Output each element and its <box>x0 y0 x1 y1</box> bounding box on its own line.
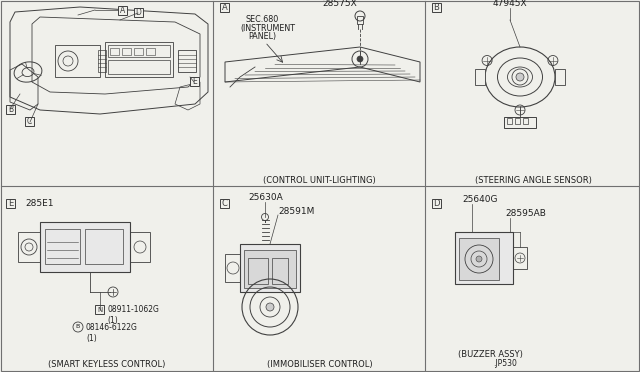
Text: C: C <box>27 117 32 126</box>
Circle shape <box>516 73 524 81</box>
Text: B: B <box>8 105 13 114</box>
Text: (CONTROL UNIT-LIGHTING): (CONTROL UNIT-LIGHTING) <box>262 176 376 186</box>
Bar <box>244 250 296 288</box>
Text: (1): (1) <box>86 334 97 343</box>
Text: A: A <box>221 3 227 12</box>
Text: B: B <box>433 3 440 12</box>
Bar <box>515 118 520 124</box>
Text: (STEERING ANGLE SENSOR): (STEERING ANGLE SENSOR) <box>475 176 591 186</box>
Circle shape <box>357 56 363 62</box>
Bar <box>105 42 173 77</box>
Bar <box>134 8 143 17</box>
Circle shape <box>266 303 274 311</box>
Bar <box>85 229 123 264</box>
Text: (BUZZER ASSY): (BUZZER ASSY) <box>458 350 522 359</box>
Bar <box>122 48 131 55</box>
Text: 285E1: 285E1 <box>25 199 54 208</box>
Bar <box>455 232 513 284</box>
Bar <box>55 45 100 77</box>
Text: N: N <box>97 307 102 312</box>
Text: SEC.680: SEC.680 <box>245 16 278 25</box>
Text: C: C <box>221 199 227 208</box>
Text: (INSTRUMENT: (INSTRUMENT <box>240 23 295 32</box>
Text: (IMMOBILISER CONTROL): (IMMOBILISER CONTROL) <box>267 359 373 369</box>
Bar <box>475 69 485 85</box>
Text: 25640G: 25640G <box>462 196 497 205</box>
Bar <box>432 199 441 208</box>
Bar <box>240 244 300 292</box>
Text: D: D <box>433 199 440 208</box>
Text: 08146-6122G: 08146-6122G <box>86 323 138 331</box>
Text: E: E <box>8 199 13 208</box>
Bar <box>523 118 528 124</box>
Bar <box>357 16 363 24</box>
Text: 28591M: 28591M <box>278 206 314 215</box>
Text: 47945X: 47945X <box>493 0 527 9</box>
Bar <box>95 305 104 314</box>
Text: (SMART KEYLESS CONTROL): (SMART KEYLESS CONTROL) <box>48 359 166 369</box>
Bar <box>146 48 155 55</box>
Bar <box>248 258 268 284</box>
Bar <box>220 3 229 12</box>
Bar <box>272 258 288 284</box>
Bar <box>108 60 170 74</box>
Bar <box>118 6 127 15</box>
Bar <box>190 77 199 86</box>
Bar <box>110 48 119 55</box>
Text: (1): (1) <box>107 315 118 324</box>
Bar <box>432 3 441 12</box>
Bar <box>178 50 196 72</box>
Text: D: D <box>136 8 141 17</box>
Bar <box>130 232 150 262</box>
Bar <box>220 199 229 208</box>
Bar <box>25 117 34 126</box>
Bar <box>459 238 499 280</box>
Bar <box>6 105 15 114</box>
Text: E: E <box>192 77 197 86</box>
Bar <box>513 247 527 269</box>
Text: A: A <box>120 6 125 15</box>
Bar <box>507 118 512 124</box>
Bar <box>225 254 240 282</box>
Bar <box>18 232 40 262</box>
Text: 08911-1062G: 08911-1062G <box>107 305 159 314</box>
Text: 28575X: 28575X <box>323 0 357 9</box>
Bar <box>134 48 143 55</box>
Text: 25630A: 25630A <box>248 193 283 202</box>
Text: .JP530: .JP530 <box>493 359 517 369</box>
Bar <box>108 45 170 57</box>
Text: B: B <box>76 324 80 330</box>
Bar <box>555 69 565 85</box>
Bar <box>40 222 130 272</box>
Circle shape <box>476 256 482 262</box>
Bar <box>6 199 15 208</box>
Text: 28595AB: 28595AB <box>505 209 546 218</box>
Bar <box>98 50 106 72</box>
Bar <box>45 229 80 264</box>
Text: PANEL): PANEL) <box>248 32 276 41</box>
